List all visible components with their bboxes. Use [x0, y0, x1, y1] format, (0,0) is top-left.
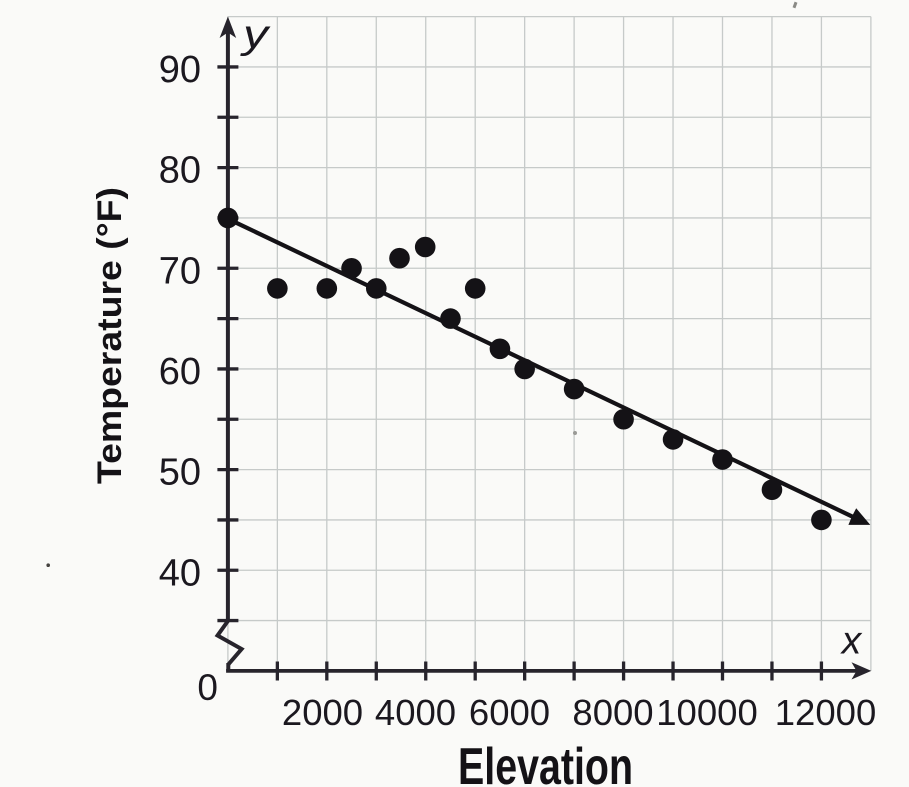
svg-text:x: x [840, 620, 863, 663]
svg-text:40: 40 [159, 552, 201, 594]
svg-text:0: 0 [197, 667, 218, 708]
svg-text:8000: 8000 [572, 692, 653, 733]
svg-text:10000: 10000 [656, 692, 758, 733]
svg-text:12000: 12000 [775, 692, 877, 733]
svg-text:6000: 6000 [469, 692, 550, 733]
svg-text:Temperature (°F): Temperature (°F) [91, 187, 129, 484]
svg-text:50: 50 [159, 452, 201, 494]
svg-text:y: y [239, 13, 272, 57]
svg-text:60: 60 [159, 351, 201, 393]
svg-text:Elevation: Elevation [458, 738, 633, 787]
svg-text:90: 90 [159, 49, 201, 91]
svg-text:70: 70 [159, 250, 201, 292]
svg-text:2000: 2000 [282, 692, 363, 733]
svg-text:80: 80 [159, 150, 201, 192]
svg-text:4000: 4000 [375, 692, 456, 733]
